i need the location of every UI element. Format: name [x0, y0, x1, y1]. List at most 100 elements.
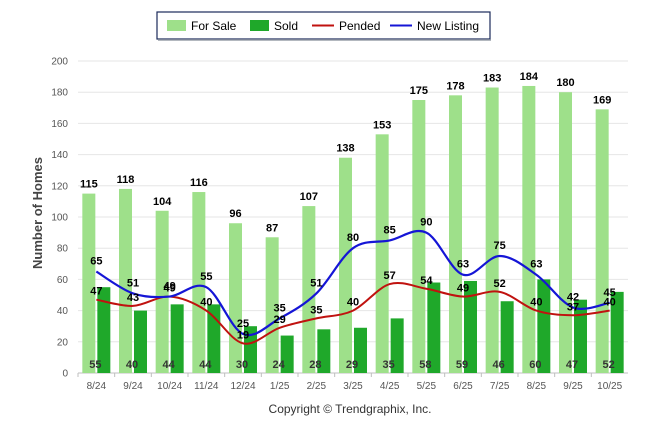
sold-value-label: 52: [603, 359, 615, 371]
for-sale-value-label: 87: [266, 222, 278, 234]
y-tick-label: 0: [62, 369, 68, 380]
y-tick-label: 60: [57, 275, 69, 286]
x-tick-label: 3/25: [343, 381, 363, 392]
axes: 0 20 40 60 80 100 120 140 160 180 200 8/24 9/24 10/24…: [51, 57, 628, 392]
x-tick-label: 12/24: [230, 381, 255, 392]
pended-value-label: 40: [604, 297, 616, 309]
pended-value-label: 35: [310, 304, 322, 316]
sold-value-label: 44: [163, 359, 176, 371]
bar-for-sale: [485, 87, 499, 374]
sold-value-label: 55: [89, 359, 101, 371]
y-tick-label: 80: [57, 244, 69, 255]
pended-value-label: 57: [384, 270, 396, 282]
y-tick-label: 120: [51, 181, 68, 192]
pended-value-label: 40: [530, 297, 542, 309]
legend-label: For Sale: [191, 19, 237, 33]
bar-for-sale: [522, 85, 536, 374]
lines: [95, 229, 610, 345]
new-listing-value-label: 75: [494, 240, 506, 252]
for-sale-value-label: 169: [593, 94, 611, 106]
bar-for-sale: [229, 223, 242, 373]
line-pended: [96, 281, 610, 345]
new-listing-value-label: 90: [420, 217, 432, 229]
x-tick-label: 8/25: [527, 381, 547, 392]
pended-value-label: 40: [200, 297, 212, 309]
bar-sold: [244, 326, 257, 373]
sold-value-label: 46: [493, 359, 505, 371]
y-tick-label: 20: [57, 337, 69, 348]
y-tick-label: 200: [51, 57, 68, 68]
new-listing-value-label: 80: [347, 232, 359, 244]
bar-for-sale: [119, 188, 132, 373]
bar-sold: [500, 301, 514, 373]
x-tick-label: 4/25: [380, 381, 400, 392]
x-tick-label: 6/25: [453, 381, 473, 392]
for-sale-value-label: 178: [446, 80, 464, 92]
y-tick-label: 180: [51, 88, 68, 99]
sold-value-label: 40: [126, 359, 138, 371]
pended-value-label: 43: [127, 292, 139, 304]
pended-value-label: 52: [494, 278, 506, 290]
bar-for-sale: [265, 237, 279, 373]
pended-value-label: 47: [90, 286, 102, 298]
pended-value-label: 19: [237, 329, 249, 341]
legend-label: New Listing: [417, 19, 479, 33]
legend-item-sold: Sold: [250, 19, 298, 33]
new-listing-value-label: 45: [604, 287, 616, 299]
y-tick-label: 100: [51, 213, 68, 224]
pended-value-label: 54: [420, 275, 433, 287]
bar-sold: [354, 327, 367, 373]
y-tick-label: 140: [51, 150, 68, 161]
y-tick-label: 40: [57, 306, 69, 317]
bar-sold: [574, 299, 587, 373]
bar-for-sale: [559, 92, 572, 373]
new-listing-value-label: 63: [457, 259, 469, 271]
bar-sold: [537, 279, 551, 373]
sold-value-label: 59: [456, 359, 468, 371]
x-tick-label: 9/25: [563, 381, 583, 392]
bar-for-sale: [595, 109, 609, 374]
new-listing-value-label: 35: [274, 302, 286, 314]
for-sale-value-label: 180: [556, 77, 574, 89]
y-tick-label: 160: [51, 119, 68, 130]
new-listing-value-label: 42: [567, 291, 579, 303]
sold-value-label: 44: [199, 359, 212, 371]
new-listing-value-label: 51: [310, 277, 322, 289]
pended-value-label: 37: [567, 301, 579, 313]
new-listing-value-label: 63: [530, 259, 542, 271]
bar-for-sale: [375, 134, 389, 373]
for-sale-value-label: 184: [520, 71, 539, 83]
new-listing-value-label: 25: [237, 318, 249, 330]
new-listing-value-label: 49: [164, 281, 176, 293]
legend-swatch: [167, 20, 186, 31]
bar-sold: [280, 335, 294, 373]
sold-value-label: 35: [383, 359, 395, 371]
bar-for-sale: [192, 192, 206, 373]
sold-value-label: 47: [566, 359, 578, 371]
bar-sold: [464, 280, 477, 373]
for-sale-value-label: 115: [80, 179, 98, 191]
bar-for-sale: [155, 210, 169, 373]
for-sale-value-label: 96: [229, 208, 241, 220]
x-tick-label: 10/25: [597, 381, 622, 392]
legend-label: Pended: [339, 19, 380, 33]
x-tick-label: 11/24: [194, 381, 219, 392]
bar-sold: [170, 304, 184, 373]
x-tick-label: 5/25: [417, 381, 437, 392]
bar-sold: [390, 318, 404, 373]
legend-item-pended: Pended: [312, 19, 380, 33]
bar-for-sale: [339, 157, 352, 373]
x-tick-label: 2/25: [307, 381, 327, 392]
sold-value-label: 30: [236, 359, 248, 371]
copyright-credit: Copyright © Trendgraphix, Inc.: [269, 402, 432, 416]
line-new-listing: [95, 229, 610, 337]
pended-value-label: 40: [347, 297, 359, 309]
legend-label: Sold: [274, 19, 298, 33]
for-sale-value-label: 107: [300, 191, 318, 203]
data-labels: 115 55 65 47 118 40 51 43 104 44 49 49 116 44 55 40 96 30…: [80, 71, 616, 371]
x-tick-label: 10/24: [157, 381, 182, 392]
for-sale-value-label: 183: [483, 73, 501, 85]
bar-sold: [427, 282, 441, 373]
